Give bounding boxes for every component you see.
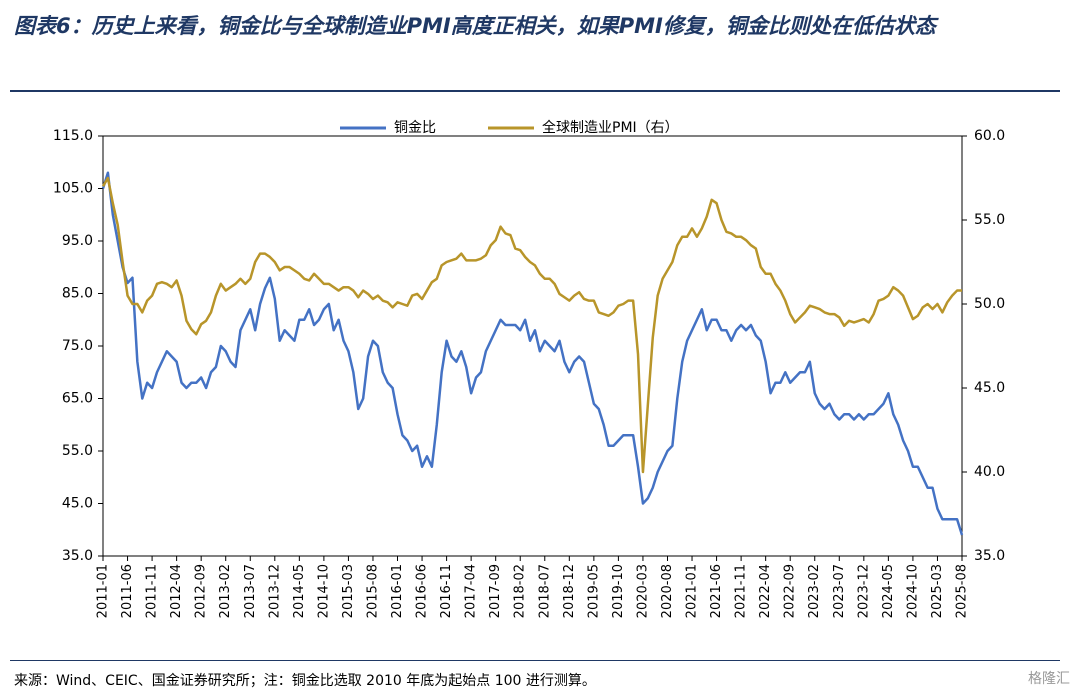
y2-tick-label: 55.0 — [974, 212, 1005, 228]
x-tick-label: 2019-05 — [586, 564, 601, 618]
x-tick-label: 2022-09 — [783, 564, 798, 618]
x-tick-label: 2017-09 — [488, 564, 503, 618]
x-tick-label: 2021-01 — [685, 564, 700, 618]
legend-label: 全球制造业PMI（右） — [542, 119, 679, 136]
y-tick-label: 55.0 — [62, 443, 93, 459]
source-note: 来源：Wind、CEIC、国金证券研究所；注：铜金比选取 2010 年底为起始点… — [14, 673, 596, 689]
divider — [10, 660, 1060, 661]
x-tick-label: 2016-06 — [415, 564, 430, 618]
x-tick-label: 2016-11 — [439, 564, 454, 618]
y-tick-label: 65.0 — [62, 391, 93, 407]
chart-title: 图表6：历史上来看，铜金比与全球制造业PMI高度正相关，如果PMI修复，铜金比则… — [14, 14, 936, 38]
y-tick-label: 95.0 — [62, 233, 93, 249]
x-tick-label: 2013-12 — [267, 564, 282, 618]
x-tick-label: 2015-08 — [365, 564, 380, 618]
x-tick-label: 2021-11 — [734, 564, 749, 618]
y-tick-label: 35.0 — [62, 548, 93, 564]
x-tick-label: 2014-10 — [316, 564, 331, 618]
x-tick-label: 2011-01 — [96, 564, 111, 618]
y-tick-label: 105.0 — [53, 181, 93, 197]
x-tick-label: 2021-06 — [709, 564, 724, 618]
x-tick-label: 2025-03 — [930, 564, 945, 618]
x-tick-label: 2011-11 — [145, 564, 160, 618]
x-tick-label: 2018-07 — [537, 564, 552, 618]
x-tick-label: 2019-10 — [611, 564, 626, 618]
x-tick-label: 2012-09 — [194, 564, 209, 618]
x-tick-label: 2016-01 — [390, 564, 405, 618]
y2-tick-label: 45.0 — [974, 380, 1005, 396]
y2-tick-label: 60.0 — [974, 128, 1005, 144]
x-tick-label: 2011-06 — [120, 564, 135, 618]
x-tick-label: 2023-12 — [856, 564, 871, 618]
x-tick-label: 2017-04 — [464, 564, 479, 618]
x-tick-label: 2023-02 — [807, 564, 822, 618]
divider — [10, 90, 1060, 92]
x-tick-label: 2023-07 — [832, 564, 847, 618]
x-tick-label: 2025-08 — [955, 564, 970, 618]
series-line — [101, 176, 962, 474]
y-tick-label: 85.0 — [62, 286, 93, 302]
y-tick-label: 75.0 — [62, 338, 93, 354]
plot-frame — [102, 135, 963, 557]
x-tick-label: 2024-10 — [905, 564, 920, 618]
x-tick-label: 2018-12 — [562, 564, 577, 618]
x-tick-label: 2020-03 — [635, 564, 650, 618]
y-tick-label: 115.0 — [53, 128, 93, 144]
y2-tick-label: 50.0 — [974, 296, 1005, 312]
x-tick-label: 2012-04 — [169, 564, 184, 618]
y-tick-label: 45.0 — [62, 496, 93, 512]
x-tick-label: 2013-02 — [218, 564, 233, 618]
x-tick-label: 2015-03 — [341, 564, 356, 618]
y2-tick-label: 40.0 — [974, 464, 1005, 480]
x-tick-label: 2022-04 — [758, 564, 773, 618]
watermark: 格隆汇 — [1028, 671, 1070, 687]
x-tick-label: 2013-07 — [243, 564, 258, 618]
series-line — [101, 171, 964, 536]
x-tick-label: 2020-08 — [660, 564, 675, 618]
y2-tick-label: 35.0 — [974, 548, 1005, 564]
x-tick-label: 2024-05 — [881, 564, 896, 618]
legend-label: 铜金比 — [394, 120, 436, 136]
x-tick-label: 2014-05 — [292, 564, 307, 618]
x-tick-label: 2018-02 — [513, 564, 528, 618]
